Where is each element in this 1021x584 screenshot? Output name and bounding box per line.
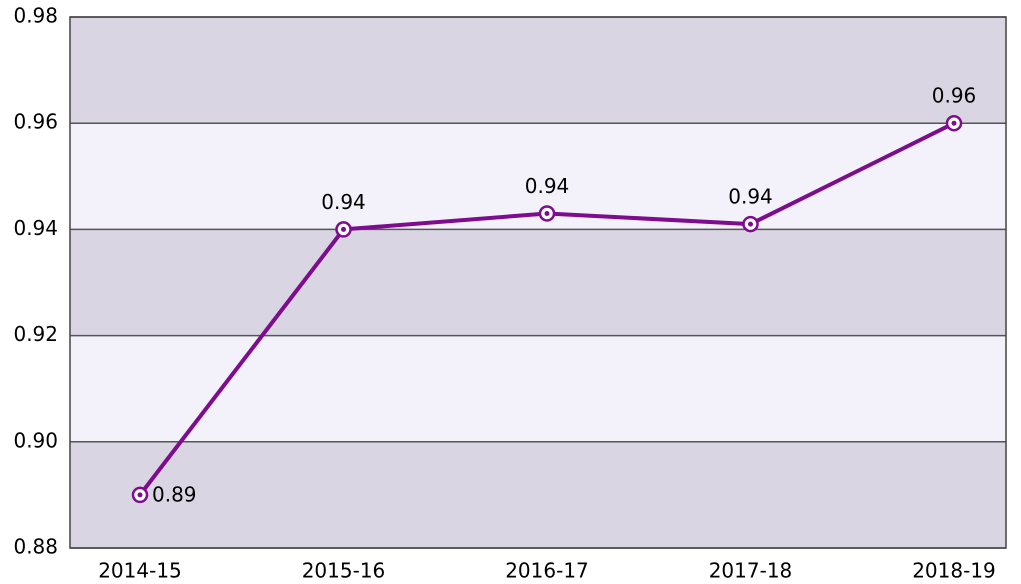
data-label: 0.89 bbox=[152, 482, 197, 506]
grid-band bbox=[70, 17, 1006, 124]
data-label: 0.96 bbox=[932, 84, 977, 108]
x-tick-label: 2014-15 bbox=[98, 559, 182, 583]
data-label: 0.94 bbox=[728, 185, 773, 209]
y-tick-label: 0.94 bbox=[13, 216, 58, 240]
y-tick-label: 0.88 bbox=[13, 535, 58, 559]
y-tick-label: 0.92 bbox=[13, 322, 58, 346]
x-tick-label: 2018-19 bbox=[912, 559, 996, 583]
data-point-center bbox=[544, 210, 550, 216]
data-point-center bbox=[341, 226, 346, 232]
data-point-center bbox=[137, 492, 143, 498]
grid-band bbox=[70, 335, 1006, 442]
data-label: 0.94 bbox=[525, 174, 570, 198]
y-tick-label: 0.90 bbox=[13, 428, 58, 452]
data-label: 0.94 bbox=[321, 190, 366, 214]
x-tick-label: 2016-17 bbox=[505, 559, 589, 583]
data-point-center bbox=[748, 221, 753, 227]
x-tick-label: 2017-18 bbox=[709, 559, 793, 583]
y-tick-label: 0.96 bbox=[13, 110, 58, 134]
grid-band bbox=[70, 441, 1006, 548]
x-tick-label: 2015-16 bbox=[302, 559, 386, 583]
grid-band bbox=[70, 229, 1006, 336]
plot-frame bbox=[69, 16, 1007, 549]
y-tick-label: 0.98 bbox=[13, 4, 58, 28]
data-point-center bbox=[951, 120, 957, 126]
